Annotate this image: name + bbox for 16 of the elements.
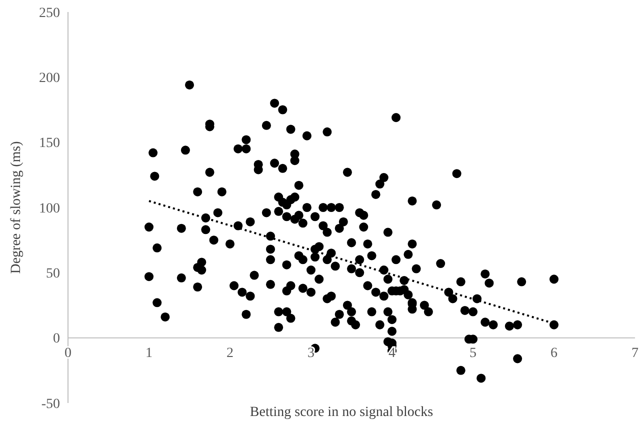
- y-tick-label: -50: [41, 396, 60, 412]
- y-tick-label: 200: [39, 71, 60, 86]
- x-tick-label: 0: [64, 346, 72, 361]
- y-axis-title: Degree of slowing (ms): [9, 140, 24, 274]
- x-tick-label: 1: [146, 346, 152, 361]
- x-tick-label: 6: [550, 346, 558, 361]
- y-tick-label: 150: [39, 136, 60, 152]
- y-tick-label: 50: [46, 266, 60, 282]
- x-tick-label: 5: [470, 346, 476, 361]
- x-tick-label: 3: [308, 346, 314, 361]
- y-tick-label: 100: [39, 201, 60, 216]
- x-axis-title: Betting score in no signal blocks: [250, 405, 434, 420]
- x-tick-label: 2: [226, 346, 234, 361]
- y-tick-label: 0: [53, 332, 60, 347]
- y-tick-label: 250: [39, 6, 60, 21]
- x-tick-label: 7: [632, 346, 638, 361]
